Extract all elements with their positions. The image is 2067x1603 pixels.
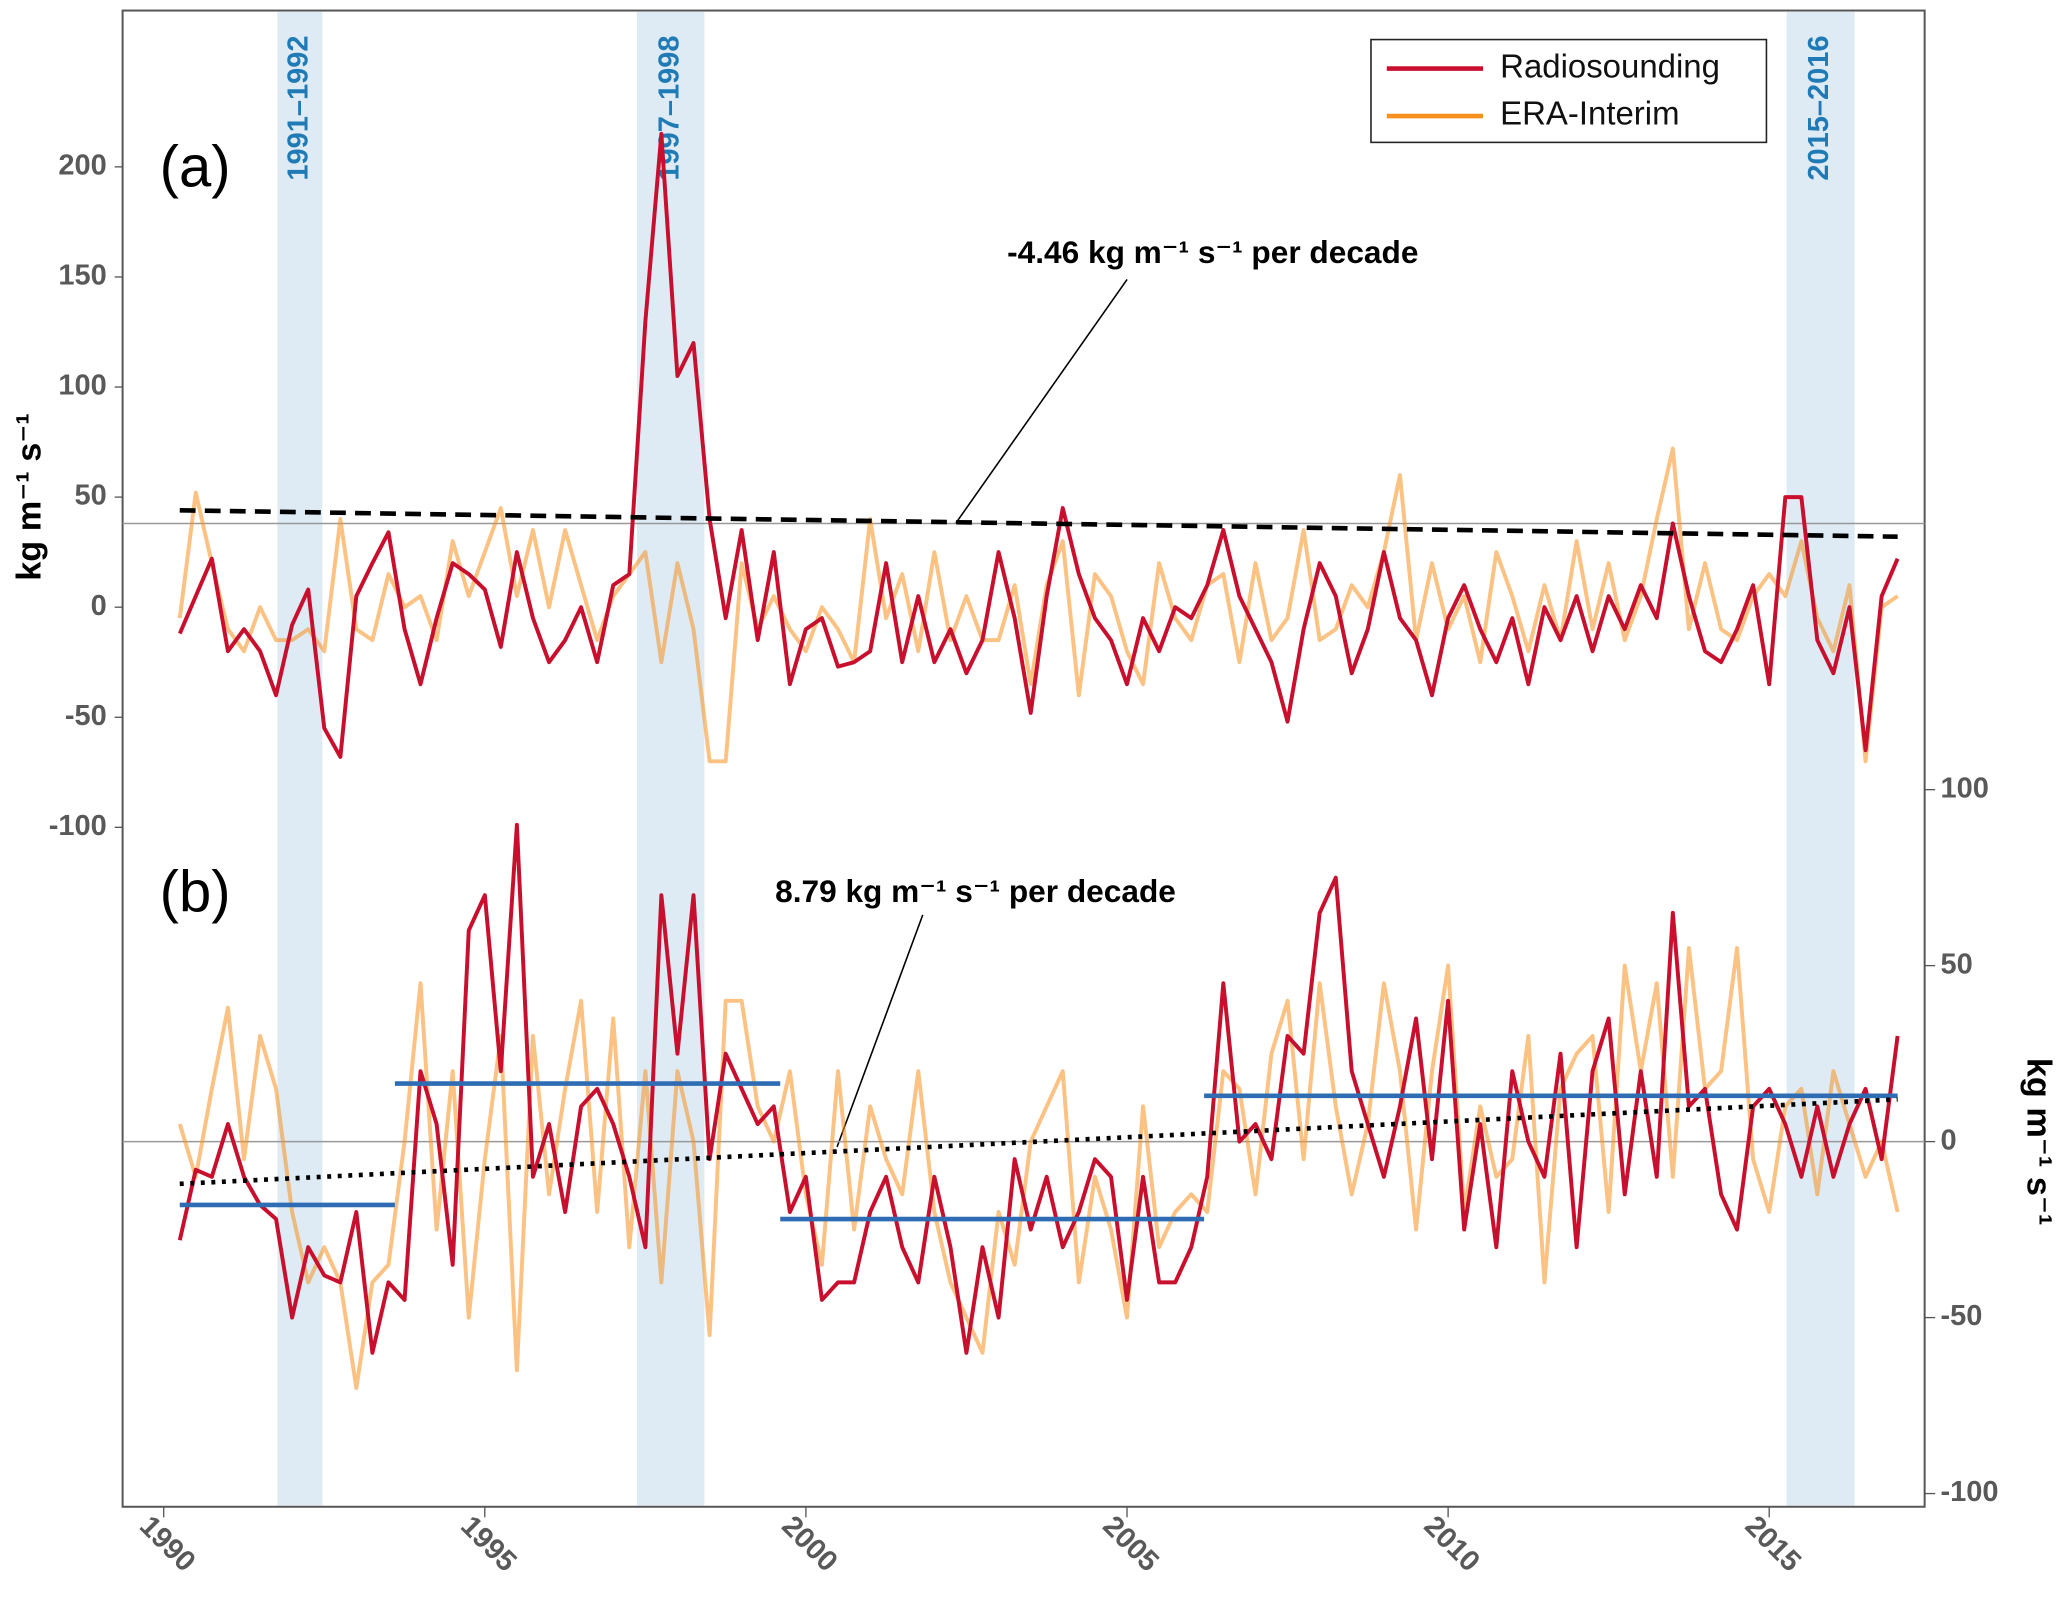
data-line: [177, 822, 1900, 1355]
trend-annotation: -4.46 kg m⁻¹ s⁻¹ per decade: [1007, 234, 1418, 270]
y-tick-label: 200: [58, 150, 106, 182]
legend-label: ERA-Interim: [1500, 95, 1679, 132]
data-line: [177, 946, 1900, 1390]
legend-box: [1370, 38, 1768, 144]
y-tick-label: -100: [49, 810, 107, 842]
highlight-band: [1786, 11, 1855, 1506]
plot-frame: [121, 9, 1926, 1508]
highlight-label: 1991–1992: [283, 36, 315, 181]
panel-label: (a): [160, 135, 231, 200]
data-line: [177, 446, 1899, 764]
highlight-band: [637, 11, 705, 1506]
trend-line: [179, 508, 1898, 540]
legend: Radiosounding ERA-Interim: [1370, 38, 1768, 144]
annotation-leader: [836, 914, 924, 1148]
y2-tick-label: 50: [1940, 948, 1972, 980]
y2-tick-label: -100: [1940, 1476, 1998, 1508]
y2-tick-label: -50: [1940, 1300, 1982, 1332]
data-line: [177, 131, 1900, 759]
y2-tick-label: 0: [1940, 1124, 1956, 1156]
y2-tick-label: 100: [1940, 772, 1988, 804]
y-tick-label: 150: [58, 260, 106, 292]
y-tick-label: -50: [65, 700, 107, 732]
annotation-leader: [955, 279, 1128, 524]
y-tick-label: 0: [91, 590, 107, 622]
y-axis-label: kg m⁻¹ s⁻¹: [11, 413, 49, 581]
y2-axis-label: kg m⁻¹ s⁻¹: [2020, 1058, 2058, 1226]
trend-line: [179, 1097, 1898, 1187]
y-tick-label: 100: [58, 370, 106, 402]
y-tick-label: 50: [75, 480, 107, 512]
panel-label: (b): [160, 860, 231, 925]
highlight-label: 2015–2016: [1803, 36, 1835, 181]
legend-label: Radiosounding: [1500, 47, 1720, 84]
trend-annotation: 8.79 kg m⁻¹ s⁻¹ per decade: [775, 873, 1176, 909]
